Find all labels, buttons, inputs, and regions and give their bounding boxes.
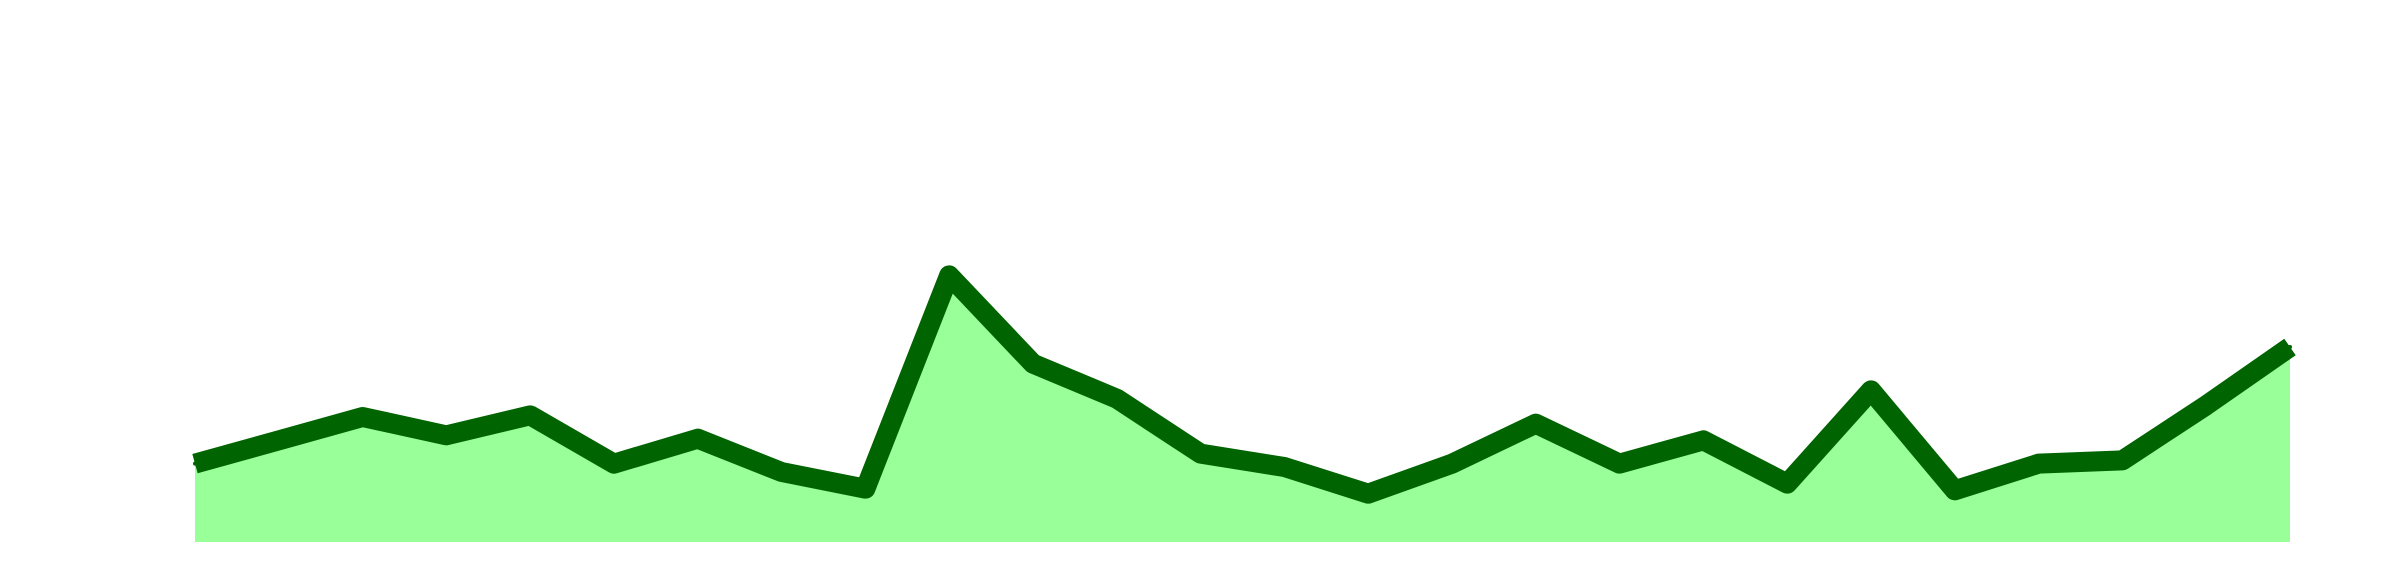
data-point: [276, 438, 281, 443]
area-fill: [195, 275, 2290, 542]
data-point: [779, 470, 784, 474]
data-point: [1114, 396, 1119, 401]
data-point: [1869, 388, 1873, 393]
area-layer: [195, 275, 2290, 542]
line-layer: [192, 265, 2296, 504]
data-point: [1533, 421, 1538, 426]
data-point: [1031, 361, 1035, 366]
data-point: [1198, 451, 1203, 456]
data-point: [528, 413, 533, 418]
data-point: [1617, 461, 1622, 466]
data-point: [612, 461, 616, 466]
data-point: [1450, 461, 1454, 466]
data-point: [193, 461, 197, 466]
data-point: [1701, 438, 1706, 443]
data-point: [695, 436, 700, 441]
data-point: [2288, 345, 2292, 349]
point-layer: [193, 273, 2292, 496]
data-point: [1366, 491, 1371, 496]
data-point: [863, 486, 868, 491]
data-point: [947, 273, 952, 278]
data-point: [2036, 461, 2041, 466]
data-point: [1282, 465, 1287, 469]
data-point: [2204, 403, 2209, 408]
data-point: [360, 415, 365, 419]
series-line: [192, 265, 2296, 504]
data-point: [2120, 458, 2125, 463]
data-point: [444, 433, 449, 438]
data-point: [1785, 481, 1790, 486]
data-point: [1952, 488, 1957, 493]
